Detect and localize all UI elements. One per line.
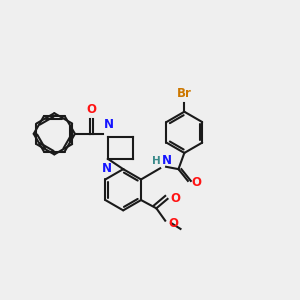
- Text: N: N: [162, 154, 172, 167]
- Text: O: O: [192, 176, 202, 189]
- Text: O: O: [87, 103, 97, 116]
- Text: H: H: [152, 156, 161, 166]
- Text: Br: Br: [177, 87, 192, 100]
- Text: N: N: [104, 118, 114, 131]
- Text: N: N: [101, 162, 111, 176]
- Text: O: O: [169, 217, 179, 230]
- Text: O: O: [170, 192, 181, 206]
